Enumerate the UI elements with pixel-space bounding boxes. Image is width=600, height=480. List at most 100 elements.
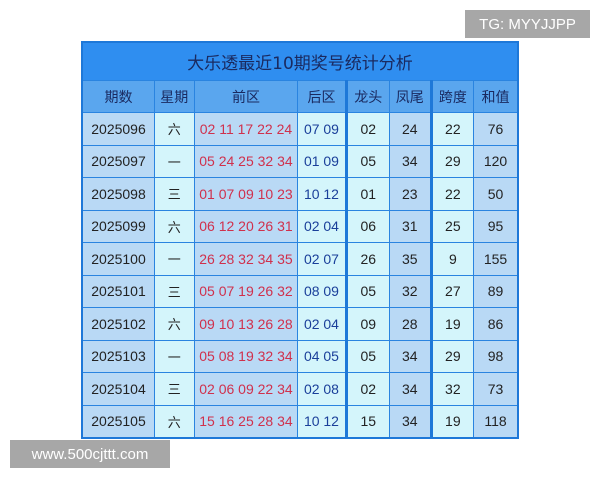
cell-last-number: 32 bbox=[389, 274, 433, 308]
table-row: 2025101 三 05 07 19 26 32 08 09 05 32 27 89 bbox=[81, 274, 519, 308]
cell-issue: 2025097 bbox=[81, 144, 156, 178]
cell-sum: 76 bbox=[473, 112, 519, 146]
header-front-numbers: 前区 bbox=[193, 80, 299, 113]
header-span: 跨度 bbox=[430, 80, 475, 113]
cell-issue: 2025102 bbox=[81, 307, 156, 341]
cell-weekday: 三 bbox=[154, 372, 195, 406]
cell-last-number: 24 bbox=[389, 112, 433, 146]
table-row: 2025103 一 05 08 19 32 34 04 05 05 34 29 98 bbox=[81, 339, 519, 373]
table-row: 2025099 六 06 12 20 26 31 02 04 06 31 25 95 bbox=[81, 209, 519, 243]
cell-first-number: 05 bbox=[345, 339, 391, 373]
cell-weekday: 六 bbox=[154, 307, 195, 341]
cell-sum: 118 bbox=[473, 404, 519, 439]
cell-weekday: 一 bbox=[154, 339, 195, 373]
cell-back-numbers: 10 12 bbox=[297, 177, 348, 211]
cell-issue: 2025104 bbox=[81, 372, 156, 406]
cell-back-numbers: 02 04 bbox=[297, 209, 348, 243]
cell-weekday: 六 bbox=[154, 112, 195, 146]
cell-front-numbers: 06 12 20 26 31 bbox=[193, 209, 299, 243]
cell-span: 19 bbox=[430, 404, 475, 439]
cell-front-numbers: 02 06 09 22 34 bbox=[193, 372, 299, 406]
header-issue: 期数 bbox=[81, 80, 156, 113]
cell-issue: 2025096 bbox=[81, 112, 156, 146]
table-row: 2025100 一 26 28 32 34 35 02 07 26 35 9 155 bbox=[81, 242, 519, 276]
cell-span: 22 bbox=[430, 177, 475, 211]
cell-first-number: 09 bbox=[345, 307, 391, 341]
cell-last-number: 35 bbox=[389, 242, 433, 276]
table-row: 2025102 六 09 10 13 26 28 02 04 09 28 19 86 bbox=[81, 307, 519, 341]
header-sum: 和值 bbox=[473, 80, 519, 113]
cell-weekday: 六 bbox=[154, 209, 195, 243]
tg-watermark: TG: MYYJJPP bbox=[465, 10, 590, 38]
cell-last-number: 34 bbox=[389, 339, 433, 373]
cell-first-number: 01 bbox=[345, 177, 391, 211]
table-row: 2025104 三 02 06 09 22 34 02 08 02 34 32 73 bbox=[81, 372, 519, 406]
cell-span: 19 bbox=[430, 307, 475, 341]
cell-weekday: 六 bbox=[154, 404, 195, 439]
header-last-number: 凤尾 bbox=[389, 80, 433, 113]
cell-last-number: 34 bbox=[389, 404, 433, 439]
table-title: 大乐透最近10期奖号统计分析 bbox=[81, 41, 519, 81]
cell-first-number: 02 bbox=[345, 112, 391, 146]
cell-last-number: 34 bbox=[389, 372, 433, 406]
cell-last-number: 28 bbox=[389, 307, 433, 341]
cell-first-number: 15 bbox=[345, 404, 391, 439]
cell-issue: 2025101 bbox=[81, 274, 156, 308]
cell-back-numbers: 07 09 bbox=[297, 112, 348, 146]
cell-last-number: 23 bbox=[389, 177, 433, 211]
cell-sum: 73 bbox=[473, 372, 519, 406]
site-watermark: www.500cjttt.com bbox=[10, 440, 170, 468]
cell-weekday: 一 bbox=[154, 242, 195, 276]
cell-front-numbers: 02 11 17 22 24 bbox=[193, 112, 299, 146]
cell-front-numbers: 01 07 09 10 23 bbox=[193, 177, 299, 211]
cell-sum: 86 bbox=[473, 307, 519, 341]
cell-last-number: 31 bbox=[389, 209, 433, 243]
cell-first-number: 06 bbox=[345, 209, 391, 243]
table-row: 2025098 三 01 07 09 10 23 10 12 01 23 22 50 bbox=[81, 177, 519, 211]
cell-weekday: 一 bbox=[154, 144, 195, 178]
cell-issue: 2025098 bbox=[81, 177, 156, 211]
cell-weekday: 三 bbox=[154, 274, 195, 308]
cell-first-number: 02 bbox=[345, 372, 391, 406]
cell-first-number: 26 bbox=[345, 242, 391, 276]
cell-back-numbers: 02 08 bbox=[297, 372, 348, 406]
cell-weekday: 三 bbox=[154, 177, 195, 211]
cell-sum: 95 bbox=[473, 209, 519, 243]
cell-back-numbers: 01 09 bbox=[297, 144, 348, 178]
cell-first-number: 05 bbox=[345, 144, 391, 178]
table-row: 2025105 六 15 16 25 28 34 10 12 15 34 19 118 bbox=[81, 404, 519, 439]
cell-issue: 2025105 bbox=[81, 404, 156, 439]
header-first-number: 龙头 bbox=[345, 80, 391, 113]
lottery-stats-table: 大乐透最近10期奖号统计分析 期数 星期 前区 后区 龙头 凤尾 跨度 和值 2025096 六… bbox=[81, 41, 519, 439]
cell-back-numbers: 08 09 bbox=[297, 274, 348, 308]
cell-front-numbers: 09 10 13 26 28 bbox=[193, 307, 299, 341]
cell-back-numbers: 02 07 bbox=[297, 242, 348, 276]
cell-front-numbers: 05 24 25 32 34 bbox=[193, 144, 299, 178]
cell-span: 32 bbox=[430, 372, 475, 406]
cell-span: 29 bbox=[430, 339, 475, 373]
cell-span: 27 bbox=[430, 274, 475, 308]
cell-span: 22 bbox=[430, 112, 475, 146]
cell-issue: 2025100 bbox=[81, 242, 156, 276]
cell-issue: 2025099 bbox=[81, 209, 156, 243]
cell-front-numbers: 15 16 25 28 34 bbox=[193, 404, 299, 439]
cell-front-numbers: 05 07 19 26 32 bbox=[193, 274, 299, 308]
cell-issue: 2025103 bbox=[81, 339, 156, 373]
table-row: 2025097 一 05 24 25 32 34 01 09 05 34 29 120 bbox=[81, 144, 519, 178]
header-weekday: 星期 bbox=[154, 80, 195, 113]
cell-sum: 98 bbox=[473, 339, 519, 373]
cell-span: 29 bbox=[430, 144, 475, 178]
cell-front-numbers: 05 08 19 32 34 bbox=[193, 339, 299, 373]
header-back-numbers: 后区 bbox=[297, 80, 348, 113]
cell-back-numbers: 02 04 bbox=[297, 307, 348, 341]
cell-sum: 50 bbox=[473, 177, 519, 211]
cell-span: 9 bbox=[430, 242, 475, 276]
cell-back-numbers: 04 05 bbox=[297, 339, 348, 373]
table-row: 2025096 六 02 11 17 22 24 07 09 02 24 22 76 bbox=[81, 112, 519, 146]
cell-last-number: 34 bbox=[389, 144, 433, 178]
cell-sum: 89 bbox=[473, 274, 519, 308]
cell-sum: 155 bbox=[473, 242, 519, 276]
cell-first-number: 05 bbox=[345, 274, 391, 308]
cell-span: 25 bbox=[430, 209, 475, 243]
cell-front-numbers: 26 28 32 34 35 bbox=[193, 242, 299, 276]
